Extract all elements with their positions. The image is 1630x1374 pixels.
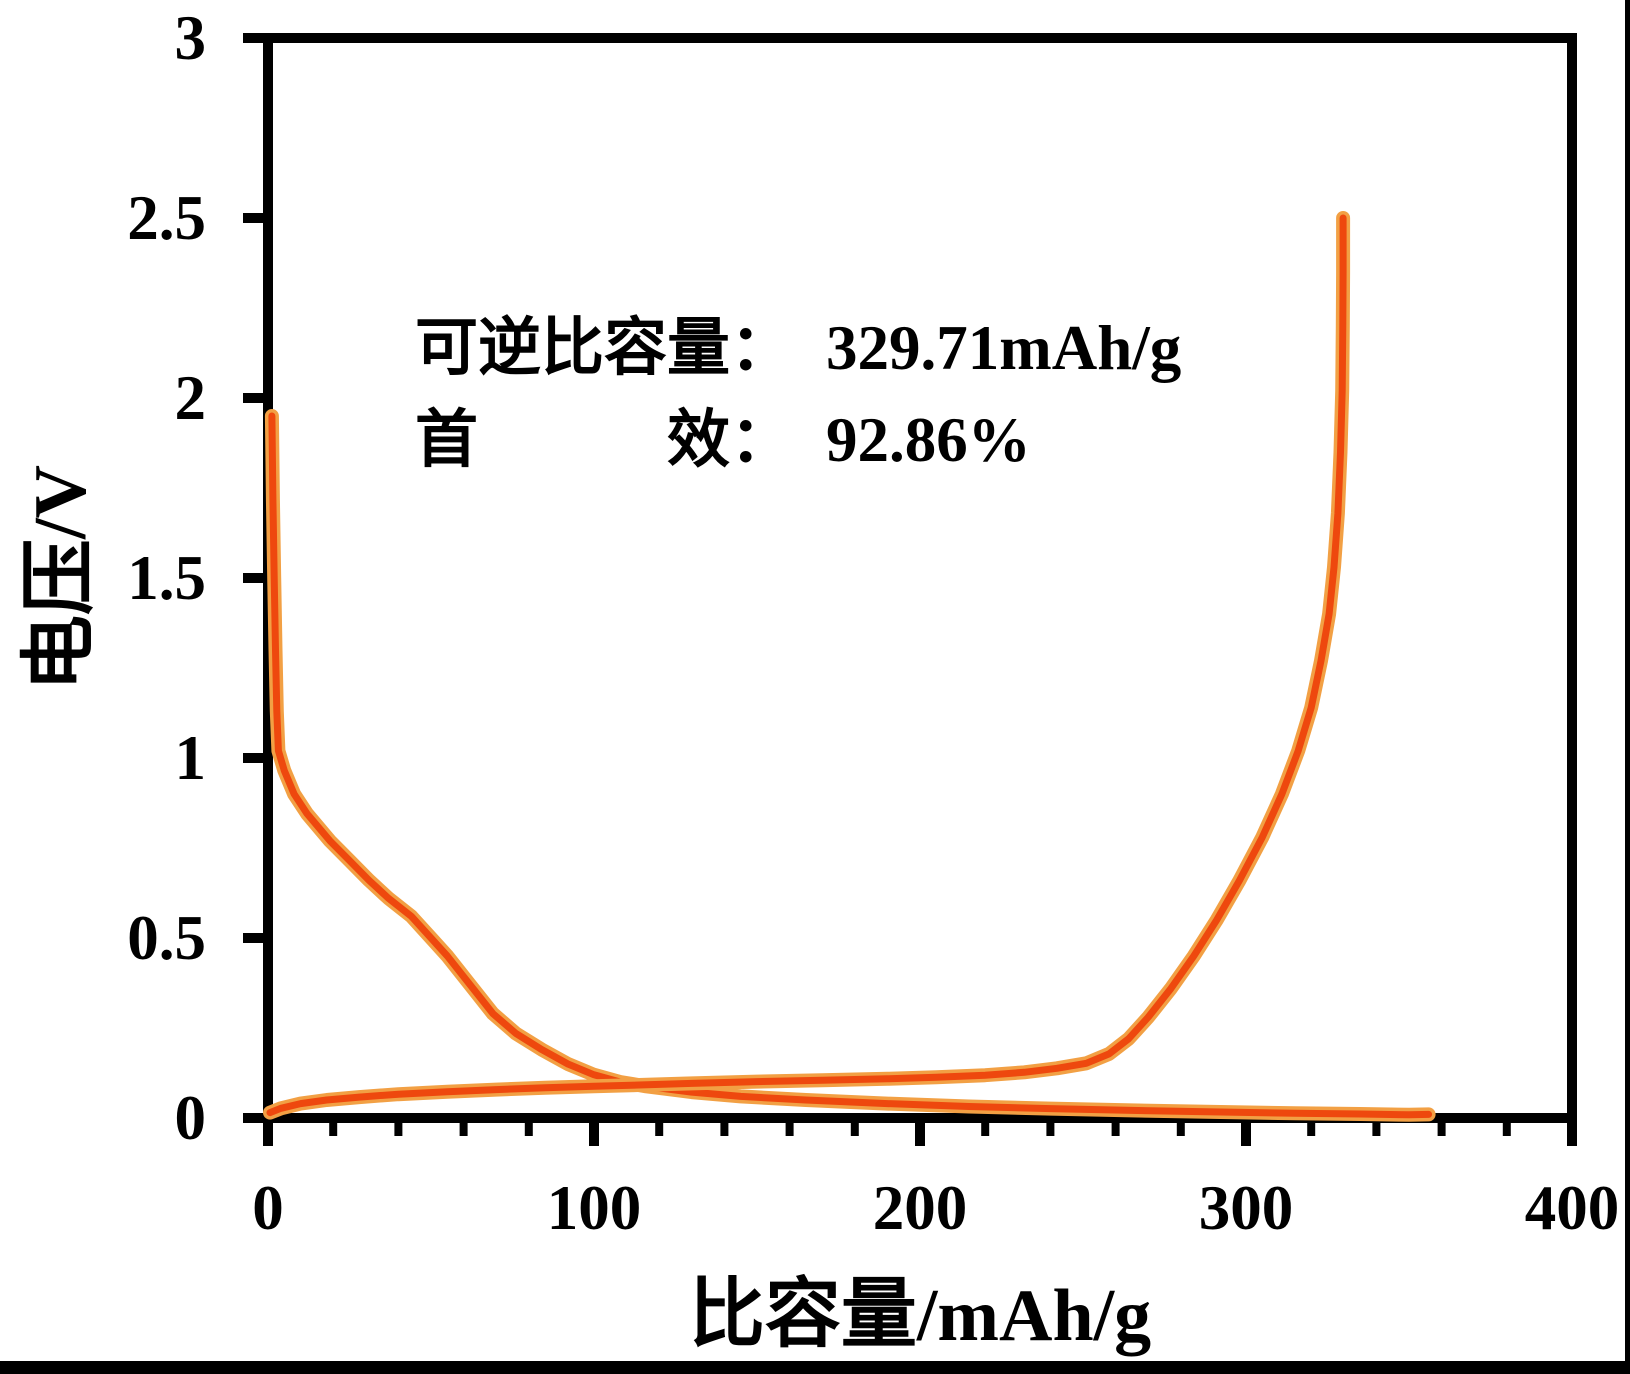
annotation-line-efficiency: 首 效： 92.86% — [415, 394, 1181, 486]
y-tick-label: 3 — [174, 3, 207, 73]
x-axis-title-unit: /mAh/g — [916, 1275, 1152, 1357]
x-axis-title: 比容量/mAh/g — [689, 1252, 1151, 1362]
annotation-block: 可逆比容量： 329.71mAh/g 首 效： 92.86% — [415, 302, 1181, 486]
curve-outer-first-discharge — [264, 409, 1436, 1122]
y-axis-title-unit: /V — [20, 465, 102, 539]
y-tick-label: 1.5 — [127, 543, 206, 613]
plot-frame — [263, 33, 1577, 1123]
x-tick-label: 0 — [252, 1173, 284, 1243]
x-tick-label: 200 — [872, 1173, 968, 1243]
right-crop-bar — [1625, 0, 1630, 1374]
y-tick-label: 1 — [174, 723, 207, 793]
y-tick-label: 0 — [174, 1083, 207, 1153]
x-tick-label: 100 — [546, 1173, 642, 1243]
annotation-efficiency-label: 首 效： — [415, 405, 793, 475]
bottom-crop-bar — [0, 1361, 1630, 1374]
annotation-line-capacity: 可逆比容量： 329.71mAh/g — [415, 302, 1181, 394]
y-tick-label: 2 — [174, 363, 207, 433]
x-tick-label: 400 — [1524, 1173, 1620, 1243]
y-tick-label: 2.5 — [127, 183, 206, 253]
y-axis-title: 电压/V — [0, 465, 107, 691]
curve-inner-first-charge — [266, 214, 1347, 1117]
annotation-efficiency-value: 92.86% — [826, 405, 1031, 475]
curve-inner-first-discharge — [268, 412, 1433, 1119]
x-axis-title-text: 比容量 — [688, 1272, 917, 1357]
annotation-capacity-label: 可逆比容量： — [415, 313, 793, 383]
y-tick-label: 0.5 — [127, 903, 206, 973]
y-axis-title-text: 电压 — [17, 539, 102, 691]
annotation-capacity-value: 329.71mAh/g — [826, 313, 1182, 383]
x-tick-label: 300 — [1198, 1173, 1294, 1243]
